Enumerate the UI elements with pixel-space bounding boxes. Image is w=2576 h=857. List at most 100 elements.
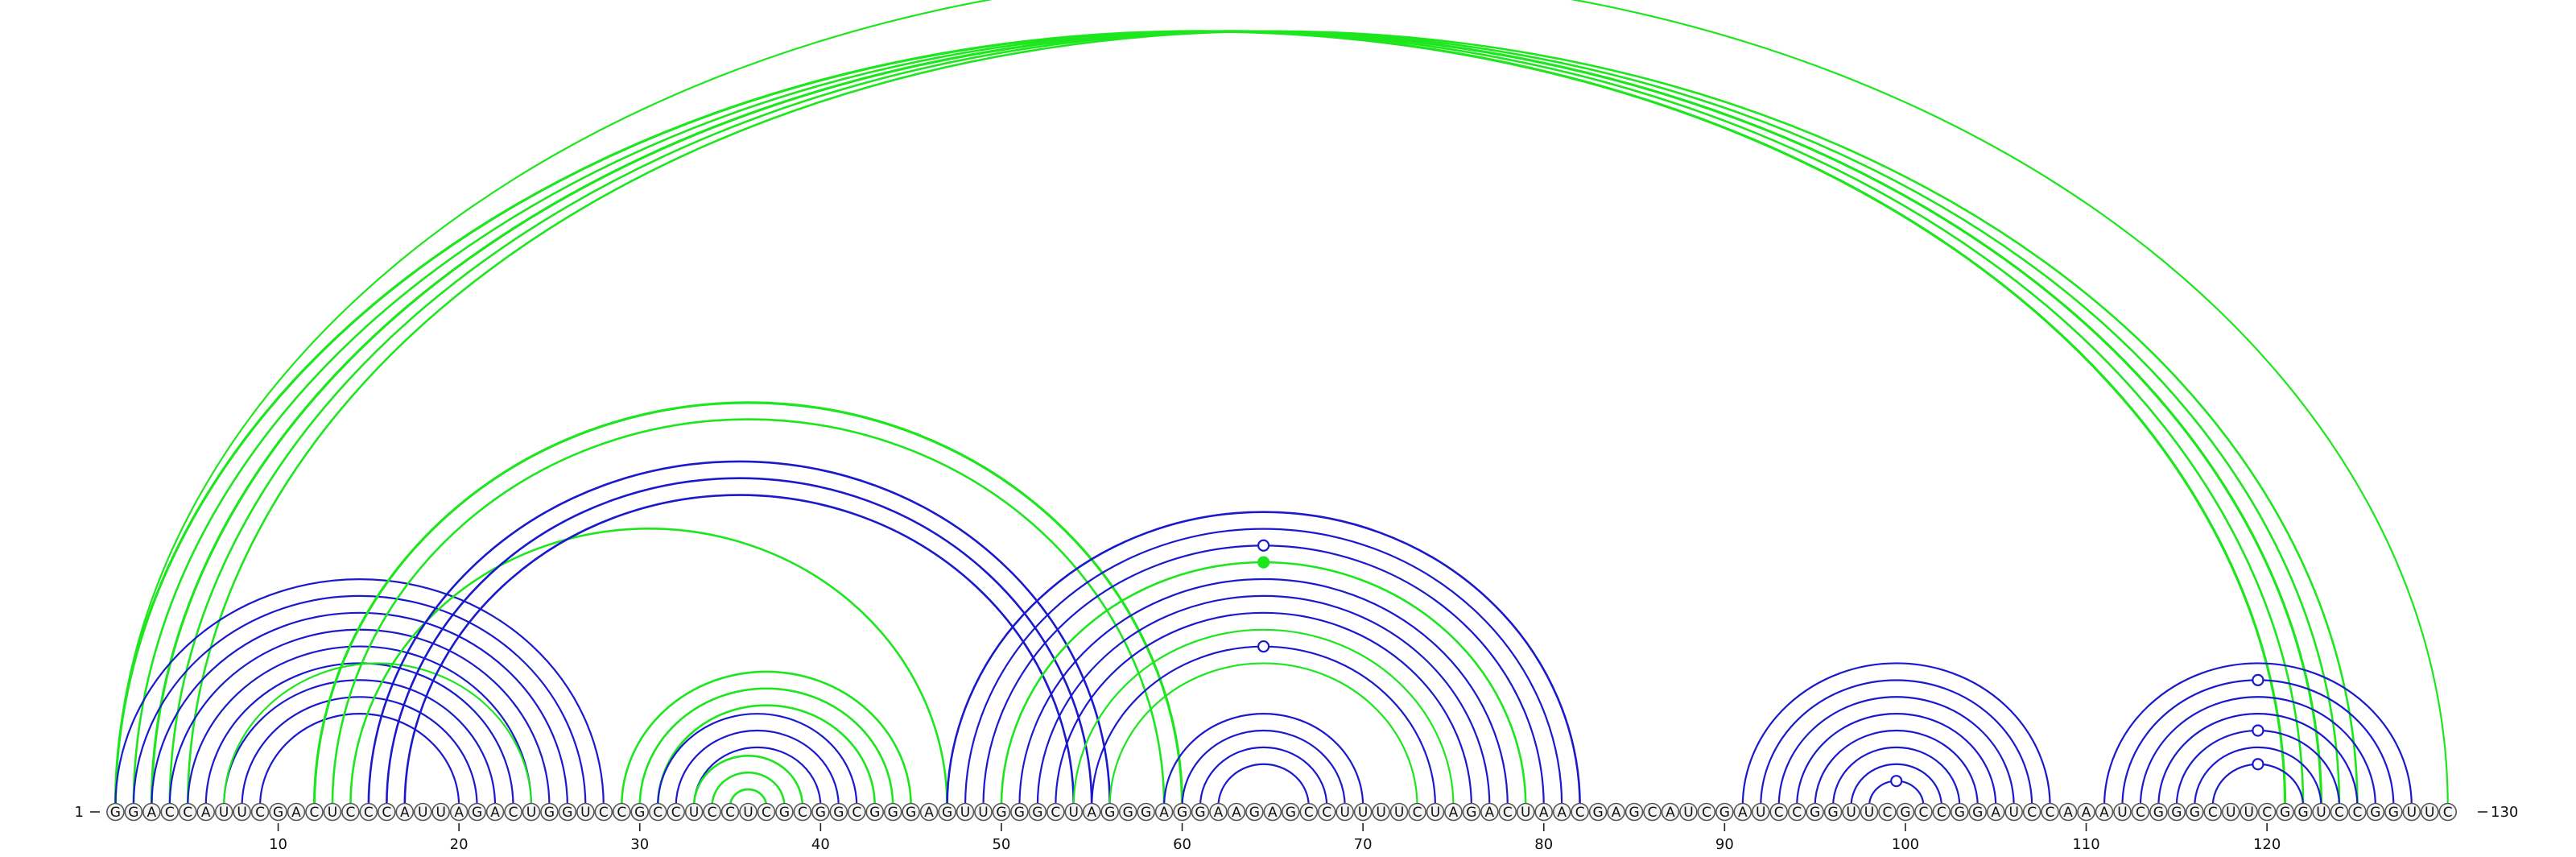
nucleotide-circle: [883, 802, 902, 822]
position-tick-label: 10: [269, 836, 287, 853]
base-pair-arc: [204, 662, 514, 807]
base-pair-arc: [1162, 713, 1364, 807]
nucleotide-circle: [2058, 802, 2078, 822]
nucleotide-letter: G: [996, 805, 1006, 821]
base-pair-arc: [729, 788, 768, 807]
base-pair-arc: [638, 687, 894, 807]
position-tick-label: 20: [450, 836, 469, 853]
nucleotide-letter: A: [147, 805, 156, 821]
nucleotide-letter: C: [2027, 805, 2037, 821]
nucleotide-letter: G: [128, 805, 138, 821]
nucleotide-circle: [1697, 802, 1716, 822]
nucleotide-letter: U: [328, 805, 337, 821]
nucleotide-letter: G: [634, 805, 645, 821]
nucleotide-letter: G: [1593, 805, 1604, 821]
base-pair-arc: [2157, 713, 2359, 807]
nucleotide-circle: [2186, 802, 2204, 822]
base-pair-arc: [132, 30, 2305, 807]
nucleotide-circle: [1282, 802, 1300, 822]
position-tick-label: 80: [1534, 836, 1553, 853]
nucleotide-letter: G: [1286, 805, 1296, 821]
base-pair-arc: [964, 528, 1563, 807]
nucleotide-circle: [1823, 802, 1843, 822]
nucleotide-letter: A: [1666, 805, 1675, 821]
base-pair-arc: [1108, 662, 1418, 807]
base-pair-arc: [1055, 611, 1472, 807]
nucleotide-circle: [2420, 802, 2439, 822]
nucleotide-letter: C: [1792, 805, 1802, 821]
nucleotide-circle: [2257, 802, 2277, 822]
nucleotide-letter: C: [762, 805, 771, 821]
nucleotide-circle: [974, 802, 993, 822]
arc-open-marker: [2252, 758, 2264, 771]
nucleotide-letter: C: [183, 805, 192, 821]
nucleotide-letter: C: [1322, 805, 1331, 821]
nucleotide-letter: U: [1521, 805, 1530, 821]
nucleotide-letter: A: [1539, 805, 1549, 821]
nucleotide-letter: U: [1864, 805, 1874, 821]
nucleotide-letter: C: [1575, 805, 1585, 821]
nucleotide-circle: [2276, 802, 2294, 822]
nucleotide-letter: C: [2443, 805, 2453, 821]
nucleotide-letter: G: [906, 805, 916, 821]
nucleotide-circle: [2149, 802, 2168, 822]
nucleotide-letter: G: [562, 805, 572, 821]
nucleotide-letter: U: [1376, 805, 1385, 821]
nucleotide-letter: G: [1972, 805, 1983, 821]
nucleotide-circle: [1426, 802, 1445, 822]
nucleotide-circle: [468, 802, 486, 822]
base-pair-arc: [331, 418, 1166, 807]
nucleotide-letter: G: [942, 805, 952, 821]
nucleotide-letter: A: [2099, 805, 2109, 821]
nucleotide-letter: G: [1177, 805, 1187, 821]
base-pair-arc: [1181, 729, 1346, 807]
position-tick-label: 30: [630, 836, 649, 853]
nucleotide-letter: G: [2171, 805, 2182, 821]
nucleotide-circle: [1353, 802, 1373, 822]
nucleotide-letter: U: [2226, 805, 2235, 821]
nucleotide-letter: A: [1159, 805, 1169, 821]
nucleotide-letter: A: [291, 805, 301, 821]
nucleotide-circle: [1932, 802, 1951, 822]
nucleotide-letter: C: [1051, 805, 1060, 821]
nucleotide-circle: [2293, 802, 2313, 822]
nucleotide-letter: C: [345, 805, 355, 821]
base-pair-arc: [187, 645, 533, 807]
nucleotide-letter: C: [798, 805, 807, 821]
nucleotide-letter: U: [436, 805, 445, 821]
nucleotide-letter: U: [1846, 805, 1856, 821]
base-pair-arc: [1036, 594, 1491, 807]
position-tick-label: 90: [1715, 836, 1734, 853]
nucleotide-letter: U: [1430, 805, 1440, 821]
nucleotide-letter: G: [1466, 805, 1476, 821]
base-pair-arc: [223, 662, 533, 807]
nucleotide-circle: [431, 802, 450, 822]
base-pair-arc: [982, 544, 1545, 807]
nucleotide-letter: G: [1810, 805, 1820, 821]
nucleotide-circle: [1733, 802, 1752, 822]
nucleotide-circle: [1624, 802, 1644, 822]
nucleotide-circle: [1263, 802, 1282, 822]
nucleotide-letter: G: [833, 805, 844, 821]
base-pair-arc: [2194, 746, 2322, 807]
nucleotide-letter: U: [1358, 805, 1368, 821]
nucleotide-circle: [1896, 802, 1915, 822]
nucleotide-letter: A: [2082, 805, 2091, 821]
nucleotide-circle: [2131, 802, 2150, 822]
nucleotide-letter: U: [1756, 805, 1765, 821]
base-pair-arc: [114, 0, 2449, 807]
nucleotide-circle: [323, 802, 342, 822]
position-tick-label: 40: [811, 836, 830, 853]
base-pair-arc: [1018, 578, 1509, 807]
nucleotide-letter: U: [743, 805, 753, 821]
position-tick-label: 100: [1892, 836, 1919, 853]
nucleotide-letter: U: [978, 805, 988, 821]
position-tick-label: 120: [2253, 836, 2281, 853]
nucleotide-circle: [359, 802, 378, 822]
nucleotide-letter: C: [2208, 805, 2218, 821]
nucleotide-letter: C: [1883, 805, 1893, 821]
nucleotide-circle: [648, 802, 667, 822]
nucleotide-letter: G: [2388, 805, 2399, 821]
nucleotide-letter: C: [1503, 805, 1513, 821]
